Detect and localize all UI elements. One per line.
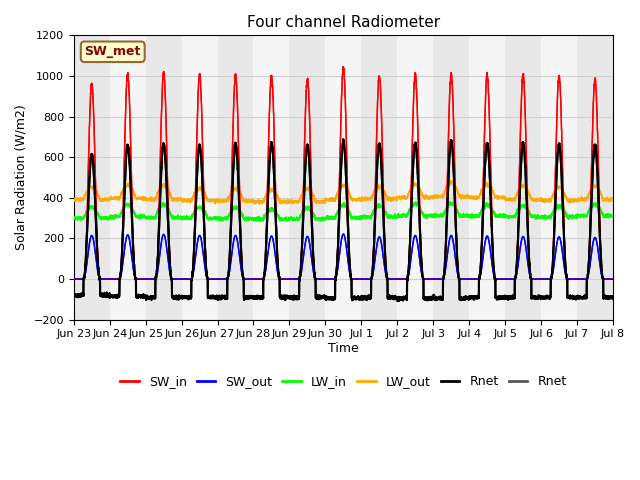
Bar — [182, 36, 218, 320]
Bar — [325, 36, 362, 320]
Text: SW_met: SW_met — [84, 45, 141, 58]
Legend: SW_in, SW_out, LW_in, LW_out, Rnet, Rnet: SW_in, SW_out, LW_in, LW_out, Rnet, Rnet — [115, 370, 572, 393]
Bar — [289, 36, 325, 320]
Bar — [362, 36, 397, 320]
Bar — [541, 36, 577, 320]
Y-axis label: Solar Radiation (W/m2): Solar Radiation (W/m2) — [15, 105, 28, 251]
Bar — [469, 36, 505, 320]
X-axis label: Time: Time — [328, 342, 359, 355]
Bar — [433, 36, 469, 320]
Bar — [253, 36, 289, 320]
Bar — [505, 36, 541, 320]
Bar — [109, 36, 146, 320]
Bar — [577, 36, 613, 320]
Title: Four channel Radiometer: Four channel Radiometer — [247, 15, 440, 30]
Bar — [397, 36, 433, 320]
Bar — [218, 36, 253, 320]
Bar — [74, 36, 109, 320]
Bar — [146, 36, 182, 320]
